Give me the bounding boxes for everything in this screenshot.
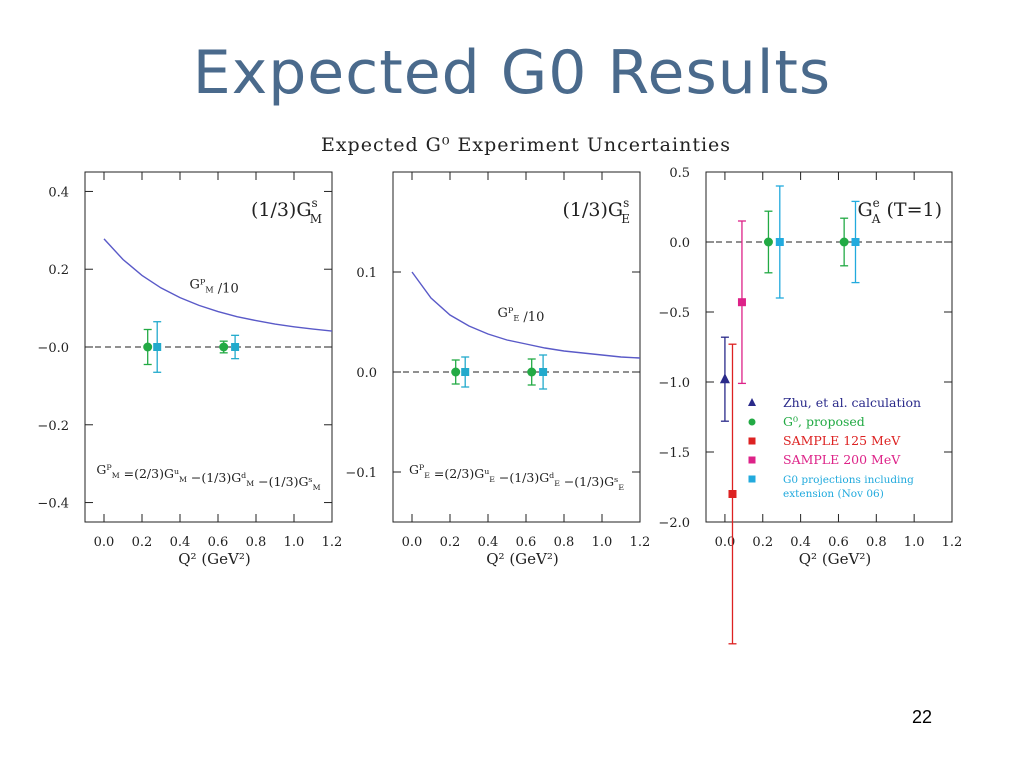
x-tick-label: 0.4 [790,535,811,550]
y-tick-label: −1.0 [658,376,690,391]
legend-marker [748,475,756,483]
y-tick-label: 0.0 [356,366,377,381]
x-tick-label: 0.2 [132,535,153,550]
formula-text: GᴾE =(2/3)GᵘE −(1/3)GᵈE −(1/3)GˢE [409,462,624,492]
legend-label: SAMPLE 125 MeV [783,433,901,448]
panel-gms: 0.0 0.2 0.4 0.6 0.8 1.0 1.2−0.4−0.2−0.00.20.4Q… [37,171,343,568]
panel-label: (1/3)Gs E [562,196,630,226]
legend-marker [748,398,756,406]
x-tick-label: 0.6 [516,535,537,550]
data-point [451,367,461,377]
x-tick-label: 0.4 [478,535,499,550]
x-axis-label: Q² (GeV²) [178,550,251,568]
panel-gae: 0.0 0.2 0.4 0.6 0.8 1.0 1.2 −2.0 −1.5 −1.0 −0.5 0.0… [658,166,963,645]
x-tick-label: 1.2 [630,535,651,550]
theory-curve [103,238,333,332]
slide-title: Expected G0 Results [192,38,832,108]
panel-label: Ge A (T=1) [857,196,942,226]
plot-frame [705,171,953,523]
data-point [775,238,784,246]
y-tick-label: 0.1 [356,266,377,281]
data-point [719,373,730,384]
y-tick-label: −2.0 [658,516,690,531]
data-point [539,368,548,376]
panel-label: (1/3)Gs M [251,196,322,226]
y-tick-label: 0.2 [48,263,69,278]
x-axis-label: Q² (GeV²) [486,550,559,568]
data-point [737,298,746,307]
y-tick-label: −0.5 [658,306,690,321]
formula-text: GᴾM =(2/3)GᵘM −(1/3)GᵈM −(1/3)GˢM [96,462,320,492]
panel-ges: 0.0 0.2 0.4 0.6 0.8 1.0 1.2 −0.1 0.0 0.1 Q² (GeV²)… [345,171,651,568]
legend-marker [748,418,756,426]
y-tick-label: −0.1 [345,466,377,481]
x-tick-label: 0.2 [752,535,773,550]
x-tick-label: 1.0 [592,535,613,550]
figure-title: Expected G⁰ Experiment Uncertainties [321,134,731,156]
data-point [143,342,153,352]
x-tick-label: 0.6 [828,535,849,550]
x-tick-label: 1.0 [904,535,925,550]
x-tick-label: 0.2 [440,535,461,550]
data-point [839,237,849,247]
x-tick-label: 1.2 [942,535,963,550]
x-tick-label: 0.0 [715,535,736,550]
data-point [153,343,162,351]
legend-marker [748,456,756,464]
y-tick-label: −1.5 [658,446,690,461]
legend-marker [748,437,756,445]
x-tick-label: 1.0 [284,535,305,550]
x-tick-label: 0.8 [866,535,887,550]
slide-number: 22 [912,707,933,727]
y-tick-label: −0.4 [37,497,69,512]
x-tick-label: 0.6 [208,535,229,550]
x-tick-label: 1.2 [322,535,343,550]
y-tick-label: −0.2 [37,419,69,434]
curve-label: GᴾE /10 [498,306,545,325]
legend-label: G0 projections including [783,474,914,486]
x-tick-label: 0.4 [170,535,191,550]
data-point [728,490,737,498]
data-point [763,237,773,247]
y-tick-label: 0.4 [48,185,69,200]
legend-label: SAMPLE 200 MeV [783,452,901,467]
data-point [231,343,240,351]
x-tick-label: 0.8 [246,535,267,550]
legend-label: extension (Nov 06) [783,488,884,500]
x-tick-label: 0.8 [554,535,575,550]
y-tick-label: −0.0 [37,341,69,356]
x-tick-label: 0.0 [402,535,423,550]
data-point [461,368,470,376]
legend-label: Zhu, et al. calculation [783,395,921,410]
theory-curve [411,271,641,359]
data-point [851,238,860,246]
y-tick-label: 0.5 [669,166,690,181]
plot-frame [392,171,641,523]
x-tick-label: 0.0 [94,535,115,550]
legend-label: G⁰, proposed [783,414,865,429]
x-axis-label: Q² (GeV²) [799,550,872,568]
curve-label: GᴾM /10 [190,278,239,297]
y-tick-label: 0.0 [669,236,690,251]
data-point [219,342,229,352]
data-point [527,367,537,377]
